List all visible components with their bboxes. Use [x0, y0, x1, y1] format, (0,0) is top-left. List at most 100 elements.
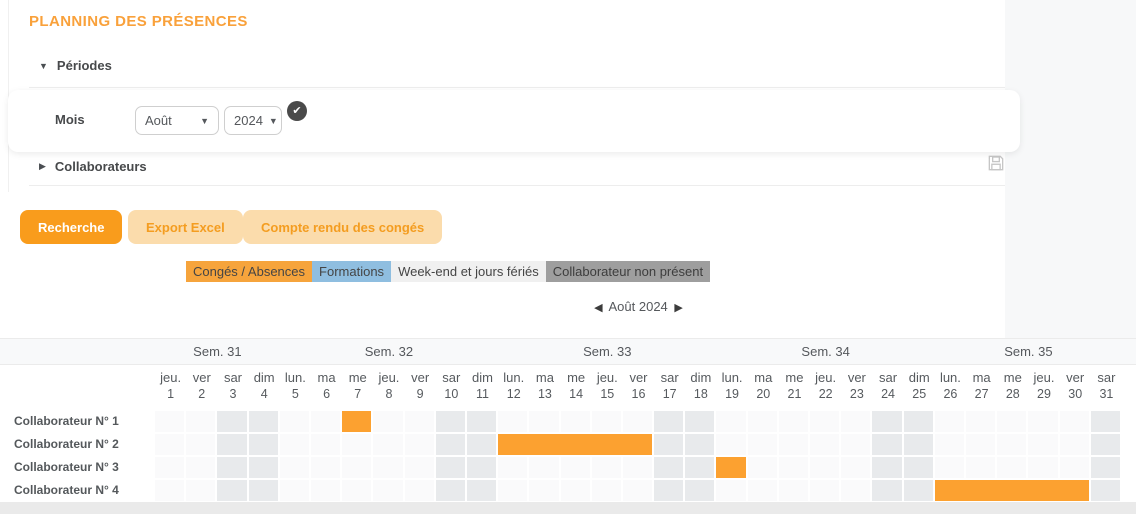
grid-cell[interactable] [747, 434, 777, 455]
grid-cell[interactable] [248, 457, 278, 478]
grid-cell[interactable] [966, 411, 996, 432]
grid-cell[interactable] [872, 411, 902, 432]
grid-cell[interactable] [622, 457, 653, 478]
grid-cell[interactable] [903, 457, 933, 478]
grid-cell[interactable] [1028, 457, 1058, 478]
grid-cell[interactable] [1090, 480, 1120, 501]
grid-cell[interactable] [404, 457, 434, 478]
grid-cell[interactable] [310, 457, 341, 478]
grid-cell[interactable] [435, 480, 465, 501]
grid-cell[interactable] [404, 480, 434, 501]
grid-cell[interactable] [404, 434, 434, 455]
grid-cell[interactable] [186, 411, 216, 432]
recherche-button[interactable]: Recherche [20, 210, 123, 244]
grid-cell[interactable] [466, 434, 497, 455]
grid-cell[interactable] [1090, 457, 1120, 478]
month-select[interactable]: Août ▼ [135, 106, 219, 135]
grid-cell[interactable] [997, 411, 1027, 432]
grid-cell[interactable] [654, 411, 684, 432]
grid-cell[interactable] [373, 434, 403, 455]
grid-cell[interactable] [186, 457, 216, 478]
grid-cell[interactable] [903, 480, 933, 501]
grid-cell[interactable] [248, 411, 278, 432]
grid-cell[interactable] [155, 480, 185, 501]
check-circle-icon[interactable]: ✔ [287, 101, 307, 121]
grid-cell[interactable] [810, 411, 840, 432]
collaborateurs-section-header[interactable]: ▶ Collaborateurs [39, 159, 147, 174]
grid-cell[interactable] [373, 457, 403, 478]
grid-cell[interactable] [903, 411, 933, 432]
grid-cell[interactable] [1028, 434, 1058, 455]
grid-cell[interactable] [466, 457, 497, 478]
grid-cell[interactable] [966, 457, 996, 478]
grid-cell[interactable] [1090, 411, 1120, 432]
grid-cell[interactable] [685, 457, 715, 478]
grid-cell[interactable] [248, 480, 278, 501]
next-month-button[interactable]: ▶ [674, 302, 683, 314]
grid-cell[interactable] [591, 457, 621, 478]
grid-cell[interactable] [560, 411, 590, 432]
grid-cell[interactable] [778, 480, 809, 501]
grid-cell[interactable] [747, 457, 777, 478]
grid-cell[interactable] [1059, 411, 1089, 432]
grid-cell[interactable] [622, 480, 653, 501]
grid-cell[interactable] [310, 480, 341, 501]
grid-cell[interactable] [155, 457, 185, 478]
grid-cell[interactable] [810, 457, 840, 478]
grid-cell[interactable] [342, 457, 372, 478]
grid-cell[interactable] [310, 434, 341, 455]
grid-cell[interactable] [498, 411, 528, 432]
grid-cell[interactable] [685, 480, 715, 501]
grid-cell[interactable] [435, 457, 465, 478]
grid-cell[interactable] [997, 434, 1027, 455]
grid-cell[interactable] [217, 434, 247, 455]
grid-cell[interactable] [872, 434, 902, 455]
grid-cell[interactable] [716, 480, 746, 501]
grid-cell[interactable] [279, 480, 309, 501]
grid-cell[interactable] [498, 457, 528, 478]
grid-cell[interactable] [155, 434, 185, 455]
grid-cell[interactable] [716, 434, 746, 455]
grid-cell[interactable] [654, 457, 684, 478]
grid-cell[interactable] [841, 480, 871, 501]
grid-cell[interactable] [529, 457, 559, 478]
grid-cell[interactable] [778, 457, 809, 478]
grid-cell[interactable] [778, 411, 809, 432]
grid-cell[interactable] [685, 411, 715, 432]
grid-cell[interactable] [529, 411, 559, 432]
grid-cell[interactable] [373, 411, 403, 432]
grid-cell[interactable] [217, 457, 247, 478]
grid-cell[interactable] [435, 411, 465, 432]
grid-cell[interactable] [654, 480, 684, 501]
grid-cell[interactable] [872, 480, 902, 501]
grid-cell[interactable] [560, 480, 590, 501]
grid-cell[interactable] [934, 434, 965, 455]
grid-cell[interactable] [934, 457, 965, 478]
grid-cell[interactable] [155, 411, 185, 432]
grid-cell[interactable] [810, 480, 840, 501]
grid-cell[interactable] [966, 434, 996, 455]
grid-cell[interactable] [560, 457, 590, 478]
grid-cell[interactable] [841, 457, 871, 478]
grid-cell[interactable] [591, 411, 621, 432]
grid-cell[interactable] [622, 411, 653, 432]
grid-cell[interactable] [716, 411, 746, 432]
grid-cell[interactable] [591, 480, 621, 501]
grid-cell[interactable] [654, 434, 684, 455]
grid-cell[interactable] [310, 411, 341, 432]
grid-cell[interactable] [997, 457, 1027, 478]
year-select[interactable]: 2024 ▼ [224, 106, 282, 135]
grid-cell[interactable] [841, 411, 871, 432]
grid-cell[interactable] [1059, 434, 1089, 455]
prev-month-button[interactable]: ◀ [594, 302, 603, 314]
periodes-section-header[interactable]: ▼ Périodes [39, 58, 112, 73]
grid-cell[interactable] [498, 480, 528, 501]
grid-cell[interactable] [342, 434, 372, 455]
grid-cell[interactable] [747, 411, 777, 432]
save-icon[interactable] [986, 153, 1006, 173]
grid-cell[interactable] [279, 457, 309, 478]
grid-cell[interactable] [747, 480, 777, 501]
grid-cell[interactable] [186, 434, 216, 455]
grid-cell[interactable] [373, 480, 403, 501]
grid-cell[interactable] [685, 434, 715, 455]
